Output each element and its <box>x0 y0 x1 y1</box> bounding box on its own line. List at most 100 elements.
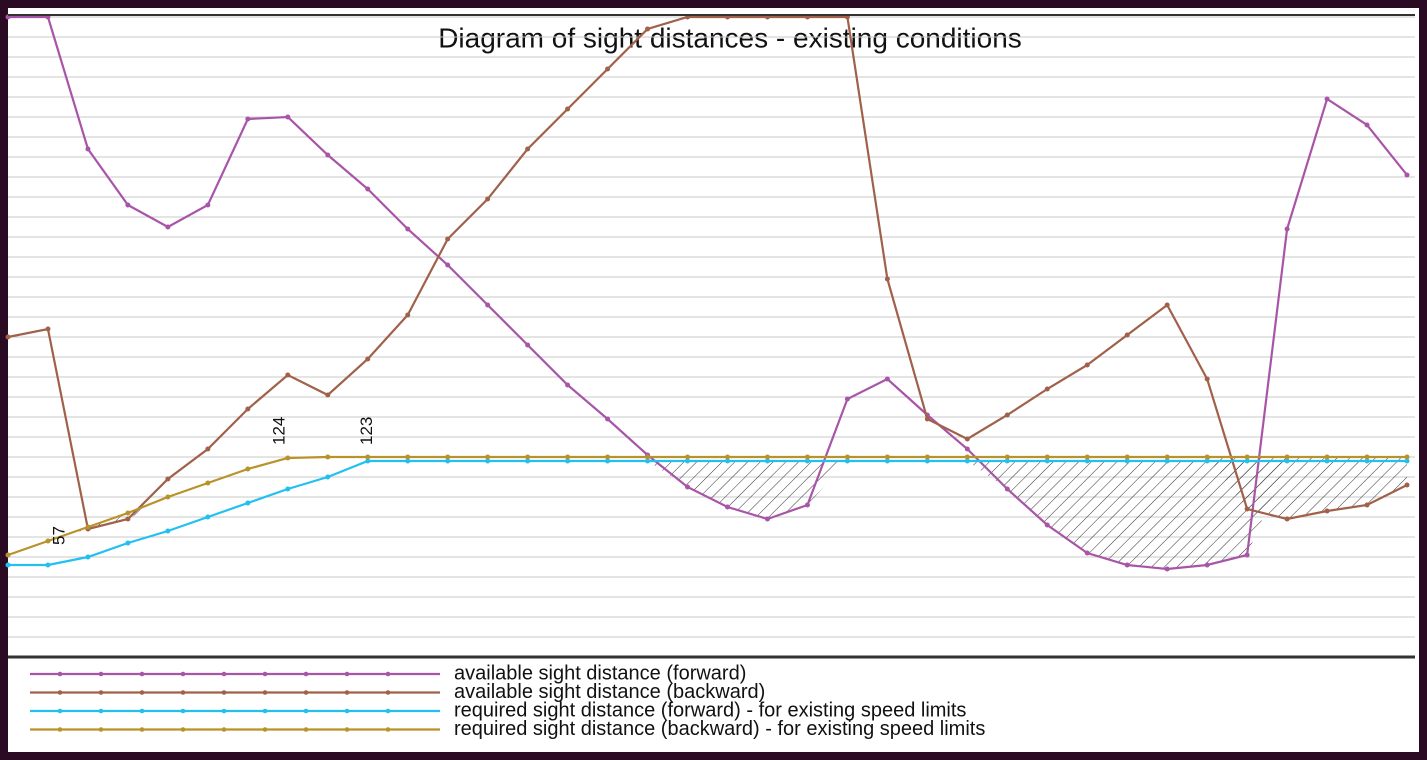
legend-marker <box>385 727 391 732</box>
point-marker <box>844 454 850 460</box>
point-marker <box>445 458 451 464</box>
point-marker <box>125 202 131 208</box>
point-marker <box>1124 332 1130 338</box>
point-marker <box>1404 454 1410 460</box>
legend-marker <box>221 727 227 732</box>
point-marker <box>1244 552 1250 558</box>
point-marker <box>1284 226 1290 232</box>
point-marker <box>365 356 371 362</box>
point-marker <box>884 458 890 464</box>
point-marker <box>485 196 491 202</box>
point-marker <box>125 516 131 522</box>
point-marker <box>1404 482 1410 488</box>
point-marker <box>485 458 491 464</box>
point-marker <box>205 202 211 208</box>
point-marker <box>1044 454 1050 460</box>
point-marker <box>205 446 211 452</box>
point-marker <box>525 342 531 348</box>
point-marker <box>565 106 571 112</box>
point-marker <box>1204 562 1210 568</box>
point-marker <box>405 458 411 464</box>
legend-marker <box>57 690 63 695</box>
point-marker <box>1044 522 1050 528</box>
point-marker <box>325 152 331 158</box>
legend-marker <box>57 671 63 677</box>
series-line <box>8 459 1408 567</box>
point-marker <box>445 262 451 268</box>
point-marker <box>405 454 411 460</box>
point-marker <box>1084 362 1090 368</box>
point-marker <box>525 458 531 464</box>
legend-marker <box>303 690 309 695</box>
series-line <box>7 15 1408 531</box>
point-marker <box>1364 458 1370 464</box>
point-marker <box>325 454 331 460</box>
point-marker <box>5 334 11 340</box>
legend-marker <box>139 727 145 732</box>
point-marker <box>485 454 491 460</box>
point-marker <box>1084 550 1090 556</box>
legend-marker <box>344 708 350 714</box>
point-marker <box>1164 454 1170 460</box>
legend-marker <box>221 708 227 714</box>
legend-label: available sight distance (forward) <box>454 662 746 684</box>
point-marker <box>485 302 491 308</box>
point-marker <box>165 528 171 534</box>
point-marker <box>405 226 411 232</box>
legend-marker <box>139 671 145 677</box>
legend-marker <box>385 690 391 695</box>
legend-marker <box>139 690 145 695</box>
point-marker <box>1124 458 1130 464</box>
point-marker <box>525 454 531 460</box>
point-marker <box>165 476 171 482</box>
point-marker <box>45 562 51 568</box>
legend-marker <box>98 671 104 677</box>
point-marker <box>724 504 730 510</box>
point-marker <box>844 396 850 402</box>
point-marker <box>1404 172 1410 178</box>
chart-background <box>8 8 1419 752</box>
point-marker <box>685 484 691 490</box>
point-marker <box>285 372 291 378</box>
point-marker <box>245 116 251 122</box>
legend-marker <box>385 671 391 677</box>
point-marker <box>405 312 411 318</box>
legend-marker <box>180 671 186 677</box>
legend-marker <box>262 671 268 677</box>
point-marker <box>924 454 930 460</box>
legend-marker <box>139 708 145 714</box>
point-marker <box>325 392 331 398</box>
point-marker <box>884 276 890 282</box>
point-marker <box>1044 386 1050 392</box>
point-marker <box>1084 454 1090 460</box>
point-marker <box>445 236 451 242</box>
point-marker <box>285 114 291 120</box>
point-marker <box>365 186 371 192</box>
point-marker <box>165 494 171 500</box>
point-marker <box>764 454 770 460</box>
point-marker <box>645 458 651 464</box>
point-marker <box>45 326 51 332</box>
point-marker <box>1004 454 1010 460</box>
point-marker <box>645 454 651 460</box>
legend-marker <box>303 671 309 677</box>
point-marker <box>764 458 770 464</box>
legend-label: available sight distance (backward) <box>454 681 765 703</box>
point-marker <box>724 454 730 460</box>
point-marker <box>964 446 970 452</box>
point-marker <box>724 458 730 464</box>
annotation: 57 <box>49 526 68 545</box>
point-marker <box>1324 458 1330 464</box>
point-marker <box>1244 458 1250 464</box>
legend-marker <box>221 671 227 677</box>
point-marker <box>1164 302 1170 308</box>
point-marker <box>45 538 51 544</box>
point-marker <box>1324 96 1330 102</box>
point-marker <box>1284 458 1290 464</box>
legend-marker <box>57 708 63 714</box>
legend-marker <box>344 690 350 695</box>
point-marker <box>1004 486 1010 492</box>
legend-marker <box>98 708 104 714</box>
point-marker <box>804 454 810 460</box>
